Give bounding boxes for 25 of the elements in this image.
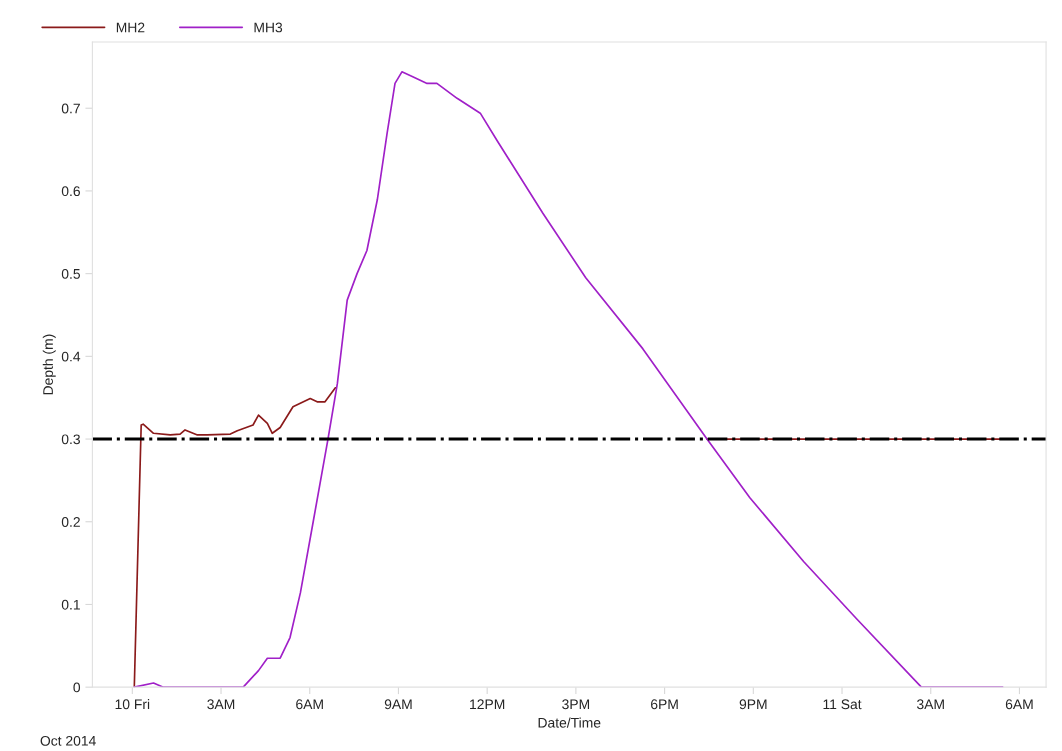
legend-label: MH2 xyxy=(116,22,145,33)
legend-label: MH3 xyxy=(254,22,283,33)
x-tick-label: 6AM xyxy=(296,699,323,710)
x-tick-label: 11 Sat xyxy=(823,699,862,710)
y-tick-label: 0.2 xyxy=(61,517,80,527)
x-tick-label: 9PM xyxy=(739,699,767,710)
x-tick-label: 10 Fri xyxy=(115,698,150,710)
y-tick-label: 0.1 xyxy=(61,599,80,610)
y-tick-label: 0.4 xyxy=(61,351,81,362)
x-tick-label: 3PM xyxy=(562,699,590,710)
y-axis-title: Depth (m) xyxy=(42,334,56,395)
x-tick-label: 9AM xyxy=(384,699,412,710)
y-tick-label: 0.6 xyxy=(61,186,80,197)
x-tick-label: 3AM xyxy=(207,699,235,710)
x-axis-title: Date/Time xyxy=(538,717,601,728)
x-tick-label: 6AM xyxy=(1005,699,1033,710)
x-tick-label: 3AM xyxy=(916,699,944,710)
x-tick-label: 6PM xyxy=(651,699,678,710)
y-tick-label: 0.3 xyxy=(61,434,80,445)
y-tick-label: 0.5 xyxy=(61,268,81,279)
y-tick-label: 0 xyxy=(73,682,81,693)
x-tick-label: 12PM xyxy=(470,699,505,710)
text: Oct 2014 xyxy=(40,735,96,746)
line-series xyxy=(133,70,1004,688)
y-tick-label: 0.7 xyxy=(61,103,80,114)
